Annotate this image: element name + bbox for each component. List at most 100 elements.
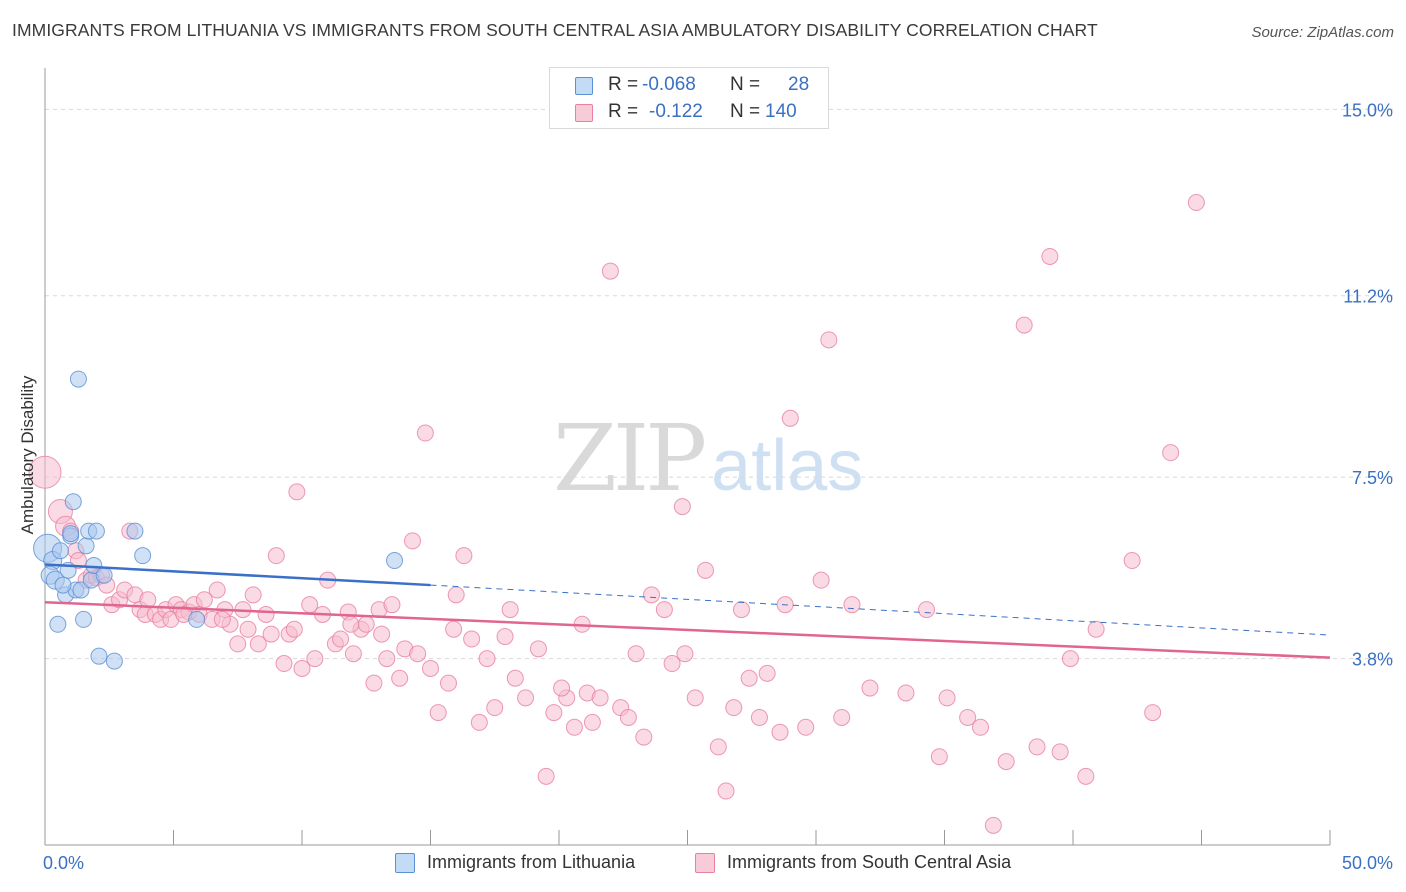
sca-point — [275, 655, 293, 673]
sca-point — [422, 659, 439, 677]
sca-point — [229, 635, 247, 653]
legend-n-value: 28 — [788, 74, 810, 95]
sca-point — [673, 498, 691, 516]
sca-point — [938, 689, 956, 707]
sca-point — [897, 684, 915, 702]
sca-point — [797, 718, 815, 736]
sca-point — [383, 596, 401, 614]
sca-point — [293, 659, 311, 677]
sca-point — [373, 625, 391, 643]
lithuania-point — [64, 493, 82, 511]
legend-n-value: 140 — [765, 101, 797, 122]
sca-point — [663, 655, 681, 673]
sca-point — [429, 704, 447, 722]
sca-point — [553, 679, 571, 697]
sca-point — [565, 718, 583, 736]
lithuania-point — [188, 610, 206, 628]
sca-point — [709, 738, 727, 756]
legend-label-sca: Immigrants from South Central Asia — [727, 852, 1012, 872]
sca-point — [496, 628, 514, 646]
sca-point — [506, 669, 524, 687]
sca-point — [285, 620, 303, 638]
sca-point — [930, 748, 948, 766]
legend-label-lithuania: Immigrants from Lithuania — [427, 852, 636, 872]
sca-point — [416, 424, 434, 442]
x-tick-label: 50.0% — [1342, 853, 1393, 873]
lithuania-point — [134, 547, 152, 565]
sca-point — [591, 689, 609, 707]
watermark-atlas: atlas — [711, 426, 864, 506]
sca-point — [1061, 650, 1079, 668]
sca-point — [861, 679, 879, 697]
sca-point — [537, 767, 555, 785]
sca-point — [267, 547, 285, 565]
watermark-zip: ZIP — [553, 405, 707, 512]
sca-point — [445, 620, 463, 638]
sca-point — [257, 605, 275, 623]
sca-point — [455, 547, 473, 565]
sca-point — [1051, 743, 1069, 761]
lithuania-point — [49, 615, 67, 633]
sca-point — [833, 708, 851, 726]
sca-point — [758, 664, 776, 682]
sca-point — [635, 728, 653, 746]
sca-point — [344, 645, 362, 663]
lithuania-point — [72, 581, 90, 599]
sca-point — [1015, 316, 1033, 334]
sca-point — [244, 586, 262, 604]
legend-swatch-sca — [695, 853, 715, 873]
sca-point — [1144, 704, 1162, 722]
sca-point — [332, 630, 350, 648]
sca-point — [409, 645, 427, 663]
lithuania-point — [69, 370, 87, 388]
legend-r-value: -0.122 — [649, 101, 703, 122]
legend-swatch-lithuania — [395, 853, 415, 873]
y-tick-label: 7.5% — [1352, 468, 1393, 488]
lithuania-point — [51, 542, 69, 560]
x-tick-label: 0.0% — [43, 853, 84, 873]
sca-point — [619, 708, 637, 726]
sca-point — [1077, 767, 1095, 785]
sca-point — [1123, 552, 1141, 570]
sca-point — [208, 581, 226, 599]
lithuania-point — [386, 552, 404, 570]
sca-point — [997, 753, 1015, 771]
sca-point — [391, 669, 409, 687]
sca-point — [959, 708, 977, 726]
chart-source: Source: ZipAtlas.com — [1251, 24, 1394, 41]
sca-point — [239, 620, 257, 638]
lithuania-point — [95, 566, 113, 584]
sca-point — [984, 816, 1002, 834]
sca-point — [717, 782, 735, 800]
sca-point — [463, 630, 481, 648]
y-tick-label: 11.2% — [1343, 287, 1393, 307]
sca-point — [529, 640, 547, 658]
chart-title: IMMIGRANTS FROM LITHUANIA VS IMMIGRANTS … — [12, 20, 1098, 40]
sca-point — [195, 591, 213, 609]
sca-point — [213, 610, 231, 628]
sca-point — [643, 586, 661, 604]
sca-point — [545, 704, 563, 722]
sca-point — [404, 532, 422, 550]
legend-r-value: -0.068 — [642, 74, 696, 95]
lithuania-point — [105, 652, 123, 670]
sca-point — [676, 645, 694, 663]
sca-trend-line — [44, 600, 1331, 659]
lithuania-point — [54, 576, 72, 594]
sca-point — [262, 625, 280, 643]
sca-point — [740, 669, 758, 687]
sca-point — [696, 561, 714, 579]
sca-point — [812, 571, 830, 589]
sca-point — [732, 601, 750, 619]
y-tick-label: 3.8% — [1352, 650, 1393, 670]
sca-point — [439, 674, 457, 692]
sca-point — [771, 723, 789, 741]
sca-point — [1041, 247, 1059, 265]
legend-swatch-lithuania — [575, 77, 593, 95]
lithuania-point — [75, 610, 93, 628]
sca-point — [470, 713, 488, 731]
sca-point — [1028, 738, 1046, 756]
sca-point — [249, 635, 267, 653]
lithuania-trend-extension — [430, 584, 1331, 636]
